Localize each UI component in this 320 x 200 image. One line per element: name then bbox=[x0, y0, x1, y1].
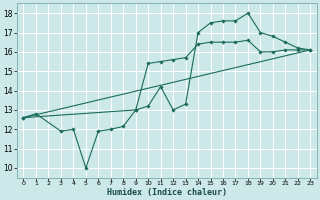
X-axis label: Humidex (Indice chaleur): Humidex (Indice chaleur) bbox=[107, 188, 227, 197]
